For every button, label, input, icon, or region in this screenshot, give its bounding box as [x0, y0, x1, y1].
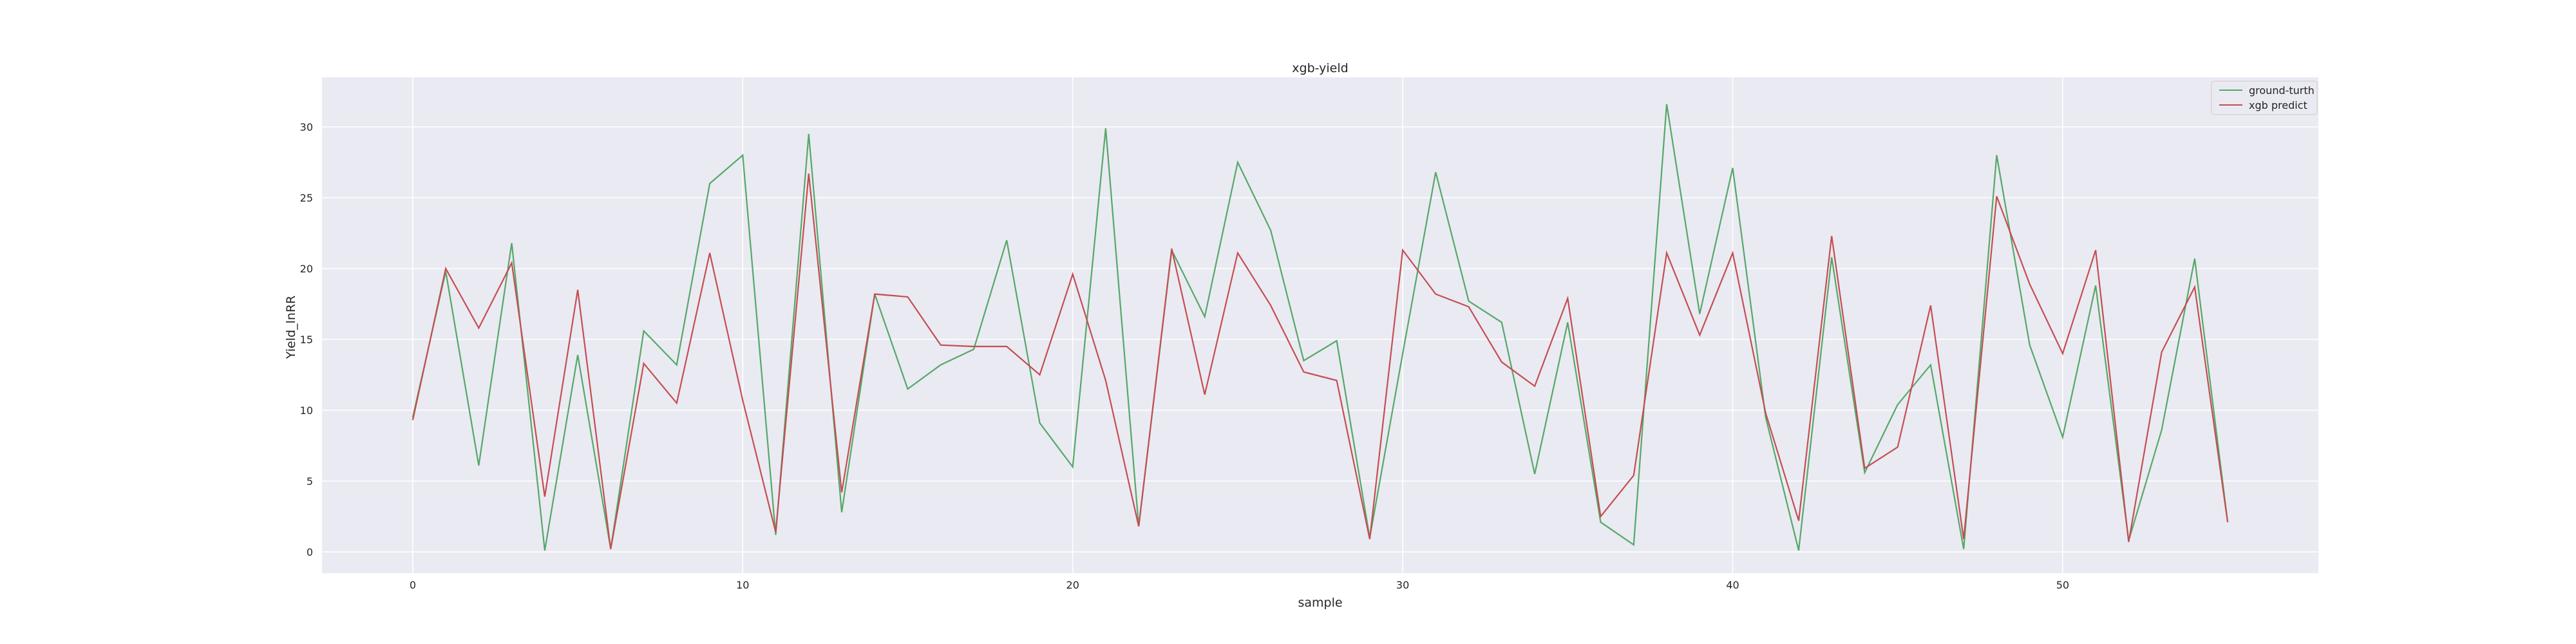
- y-tick-label: 20: [300, 263, 313, 275]
- y-tick-label: 10: [300, 404, 313, 417]
- x-tick-label: 50: [2056, 579, 2069, 591]
- series-line-ground-turth: [412, 104, 2229, 551]
- series-line-xgb-predict: [412, 173, 2229, 549]
- y-axis-label: Yield_lnRR: [284, 296, 298, 359]
- x-tick-label: 40: [1726, 579, 1739, 591]
- y-tick-label: 5: [307, 475, 313, 488]
- x-tick-label: 0: [410, 579, 416, 591]
- y-tick-label: 25: [300, 192, 313, 204]
- legend-label-xgb-predict: xgb predict: [2249, 99, 2307, 111]
- y-tick-label: 15: [300, 334, 313, 346]
- x-tick-label: 20: [1066, 579, 1079, 591]
- x-axis-ticks: 0 10 20 30 40 50: [410, 579, 2069, 591]
- y-tick-label: 30: [300, 121, 313, 133]
- x-tick-label: 10: [736, 579, 749, 591]
- x-tick-label: 30: [1396, 579, 1409, 591]
- plot-area: [322, 77, 2318, 573]
- y-axis-ticks: 0 5 10 15 20 25 30: [300, 121, 313, 558]
- x-axis-label: sample: [1298, 596, 1342, 610]
- chart-title: xgb-yield: [1292, 61, 1348, 75]
- y-tick-label: 0: [307, 546, 313, 558]
- grid-lines: [322, 77, 2318, 573]
- legend-label-ground-turth: ground-turth: [2249, 84, 2315, 97]
- series-lines: [412, 104, 2229, 551]
- legend: ground-turth xgb predict: [2211, 80, 2318, 115]
